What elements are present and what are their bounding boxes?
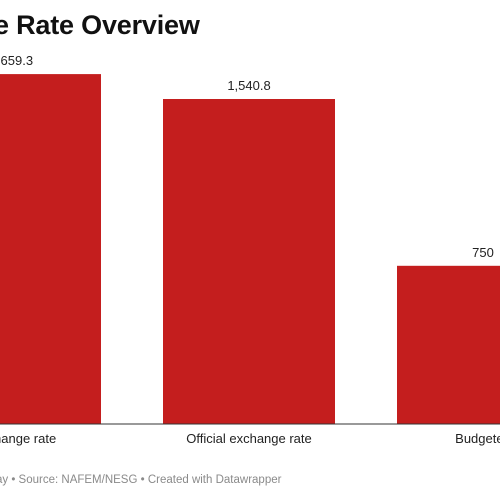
labels-layer: ,659.3 exchange rate 1,540.8 Official excha…	[0, 53, 500, 446]
bar-value-label-1: 1,540.8	[227, 78, 270, 93]
category-label-0: exchange rate	[0, 431, 56, 446]
category-label-1: Official exchange rate	[186, 431, 312, 446]
chart-footer: ay • Source: NAFEM/NESG • Created with D…	[0, 474, 282, 486]
bar-value-label-2: 750	[472, 245, 494, 260]
bar-0	[0, 74, 101, 424]
bar-value-label-0: ,659.3	[0, 53, 33, 68]
bar-2	[397, 265, 500, 424]
chart-title: e Rate Overview	[0, 10, 200, 40]
bars-layer	[0, 74, 500, 424]
bar-1	[163, 99, 335, 424]
category-label-2: Budgeted	[455, 431, 500, 446]
